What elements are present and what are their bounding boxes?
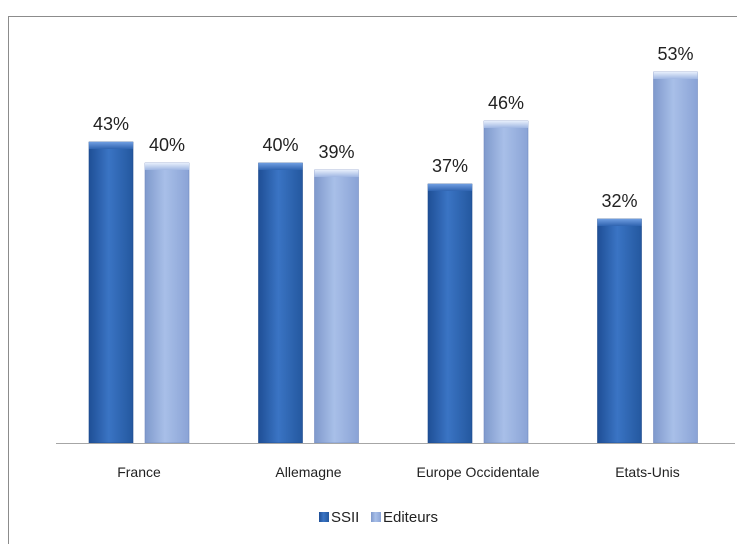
bar-cap-editeurs-0 (145, 163, 189, 170)
bar-editeurs-1 (314, 169, 359, 444)
bar-ssii-1 (258, 162, 303, 444)
bar-ssii-3 (597, 218, 642, 444)
plot-area: 43% 40% 40% 39% 37% 46% 32% 53% (88, 44, 698, 444)
x-tick-label-3: Etats-Unis (615, 464, 680, 480)
bar-cap-ssii-3 (597, 219, 642, 226)
legend-swatch-ssii (319, 512, 329, 522)
legend: SSII Editeurs (319, 509, 438, 526)
data-label-editeurs-1: 39% (318, 142, 354, 162)
bar-editeurs-3 (653, 71, 698, 444)
legend-label-ssii: SSII (331, 509, 359, 526)
bar-ssii-2 (427, 183, 473, 444)
legend-label-editeurs: Editeurs (383, 509, 438, 526)
legend-swatch-editeurs (371, 512, 381, 522)
bar-cap-ssii-1 (258, 163, 303, 170)
chart-border (8, 16, 737, 544)
x-tick-label-2: Europe Occidentale (417, 464, 540, 480)
data-label-ssii-2: 37% (432, 156, 468, 176)
data-label-ssii-1: 40% (262, 135, 298, 155)
bar-cap-ssii-0 (89, 142, 133, 149)
bar-cap-ssii-2 (428, 184, 472, 191)
bar-cap-editeurs-2 (484, 121, 528, 128)
bar-cap-editeurs-3 (653, 72, 698, 79)
data-label-ssii-0: 43% (93, 114, 129, 134)
x-tick-label-1: Allemagne (275, 464, 341, 480)
data-label-ssii-3: 32% (601, 191, 637, 211)
bar-editeurs-0 (144, 162, 190, 444)
data-label-editeurs-3: 53% (657, 44, 693, 64)
bar-cap-editeurs-1 (314, 170, 359, 177)
x-tick-label-0: France (117, 464, 161, 480)
x-tick-labels: France Allemagne Europe Occidentale Etats-U… (117, 464, 680, 480)
data-label-editeurs-0: 40% (149, 135, 185, 155)
bar-editeurs-2 (483, 120, 529, 444)
data-label-editeurs-2: 46% (488, 93, 524, 113)
bar-ssii-0 (88, 141, 134, 444)
